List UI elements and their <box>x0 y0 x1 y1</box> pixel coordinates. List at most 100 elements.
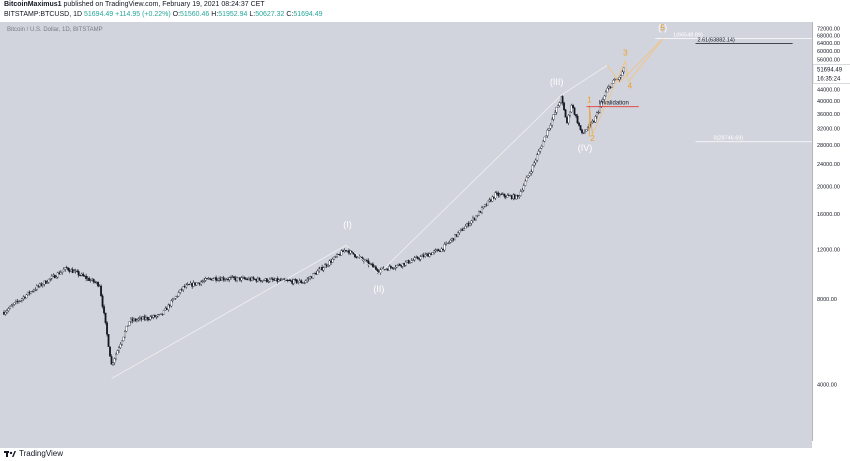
author-name[interactable]: BitcoinMaximus1 <box>4 1 62 8</box>
candle-body <box>521 189 524 192</box>
high-value: 51952.94 <box>218 11 248 18</box>
candle-body <box>549 125 552 129</box>
candle-body <box>109 346 111 357</box>
fib-levels-group: 1(66548.89)2.61(63882.14) 0(28746.69) Inva… <box>586 32 812 143</box>
y-tick-label: 24000.00 <box>817 162 840 168</box>
candle-body <box>201 281 204 283</box>
subwave-line <box>624 60 629 82</box>
candle-body <box>265 278 268 282</box>
candle-body <box>32 289 35 292</box>
candle-body <box>327 264 330 267</box>
candle-body <box>540 146 543 149</box>
candle-body <box>340 250 343 256</box>
high-label: H: <box>211 11 219 18</box>
candle-body <box>13 302 16 305</box>
tradingview-brand[interactable]: TradingView <box>4 449 63 458</box>
candle-body <box>585 129 588 132</box>
candle-body <box>79 275 82 276</box>
candle-body <box>594 116 597 123</box>
candle-body <box>491 196 494 202</box>
candle-body <box>480 207 483 213</box>
wave-label: (III) <box>550 77 564 87</box>
candle-body <box>598 106 601 113</box>
candle-body <box>295 279 298 284</box>
candle-body <box>121 340 123 345</box>
candle-body <box>156 314 159 317</box>
candle-body <box>612 80 615 84</box>
candle-body <box>318 268 321 272</box>
candle-body <box>533 162 536 166</box>
chart-plot-area[interactable]: Bitcoin / U.S. Dollar, 1D, BITSTAMP 1(66… <box>0 22 812 441</box>
candle-body <box>89 280 92 281</box>
candle-body <box>365 260 368 262</box>
wave-label: (IV) <box>578 143 593 153</box>
candle-body <box>230 277 232 279</box>
candle-body <box>498 194 501 196</box>
candle-body <box>116 350 119 355</box>
candle-body <box>578 122 580 126</box>
close-value: 51694.49 <box>293 11 323 18</box>
price-axis[interactable]: 72000.00 68000.00 64000.00 60000.00 56000.00… <box>812 22 850 441</box>
candle-body <box>412 259 415 261</box>
candle-body <box>394 267 397 269</box>
price-change: +114.95 (+0.22%) <box>115 11 171 18</box>
wave-label: 3 <box>623 49 628 58</box>
candle-body <box>67 267 70 271</box>
candle-body <box>20 298 23 301</box>
current-price-box <box>812 64 850 84</box>
candle-body <box>528 173 531 176</box>
time-axis[interactable]: FebMarAprMayJunJulAugSepOctNovDec2021Feb… <box>0 441 812 455</box>
candle-body <box>519 191 522 196</box>
fib-level-label: 1(66548.89) <box>673 32 703 38</box>
candle-body <box>73 270 76 273</box>
candle-body <box>113 358 116 363</box>
y-tick-label: 20000.00 <box>817 184 840 190</box>
candle-body <box>185 284 188 288</box>
candle-body <box>85 276 88 279</box>
low-label: L: <box>249 11 256 18</box>
candle-body <box>115 353 117 359</box>
candle-body <box>554 112 557 115</box>
wave-line <box>560 64 608 96</box>
candle-body <box>446 242 449 244</box>
candle-body <box>104 312 107 323</box>
candle-body <box>458 230 461 234</box>
candle-body <box>258 277 261 281</box>
candle-body <box>601 99 604 103</box>
candle-body <box>561 96 564 104</box>
symbol-label: BITSTAMP:BTCUSD, 1D <box>4 11 83 18</box>
candle-body <box>539 148 542 152</box>
candle-body <box>558 102 561 106</box>
candle-body <box>137 318 140 320</box>
wave-label: 5 <box>660 23 665 32</box>
candle-body <box>503 193 506 197</box>
candle-body <box>204 278 207 281</box>
candle-body <box>118 347 120 351</box>
invalidation-label: Invalidation <box>598 101 628 107</box>
candle-body <box>125 326 128 332</box>
candle-body <box>542 141 545 147</box>
candle-body <box>12 304 14 306</box>
candle-body <box>49 278 52 280</box>
candle-body <box>618 77 621 80</box>
candle-body <box>563 102 566 110</box>
candle-body <box>267 281 270 283</box>
candle-body <box>316 270 319 275</box>
candle-body <box>486 200 489 206</box>
candle-body <box>463 228 465 231</box>
candle-body <box>77 271 80 276</box>
candle-body <box>409 262 412 264</box>
candle-body <box>569 111 571 116</box>
candle-body <box>127 325 129 327</box>
candle-body <box>107 334 110 347</box>
y-tick-label: 60000.00 <box>817 49 840 55</box>
wave-label: ) <box>664 22 667 32</box>
candle-body <box>428 253 431 257</box>
candle-body <box>354 254 356 258</box>
candle-body <box>545 135 548 138</box>
candle-body <box>101 295 104 307</box>
candle-body <box>61 270 64 273</box>
candle-body <box>76 270 79 272</box>
candle-body <box>475 215 477 220</box>
